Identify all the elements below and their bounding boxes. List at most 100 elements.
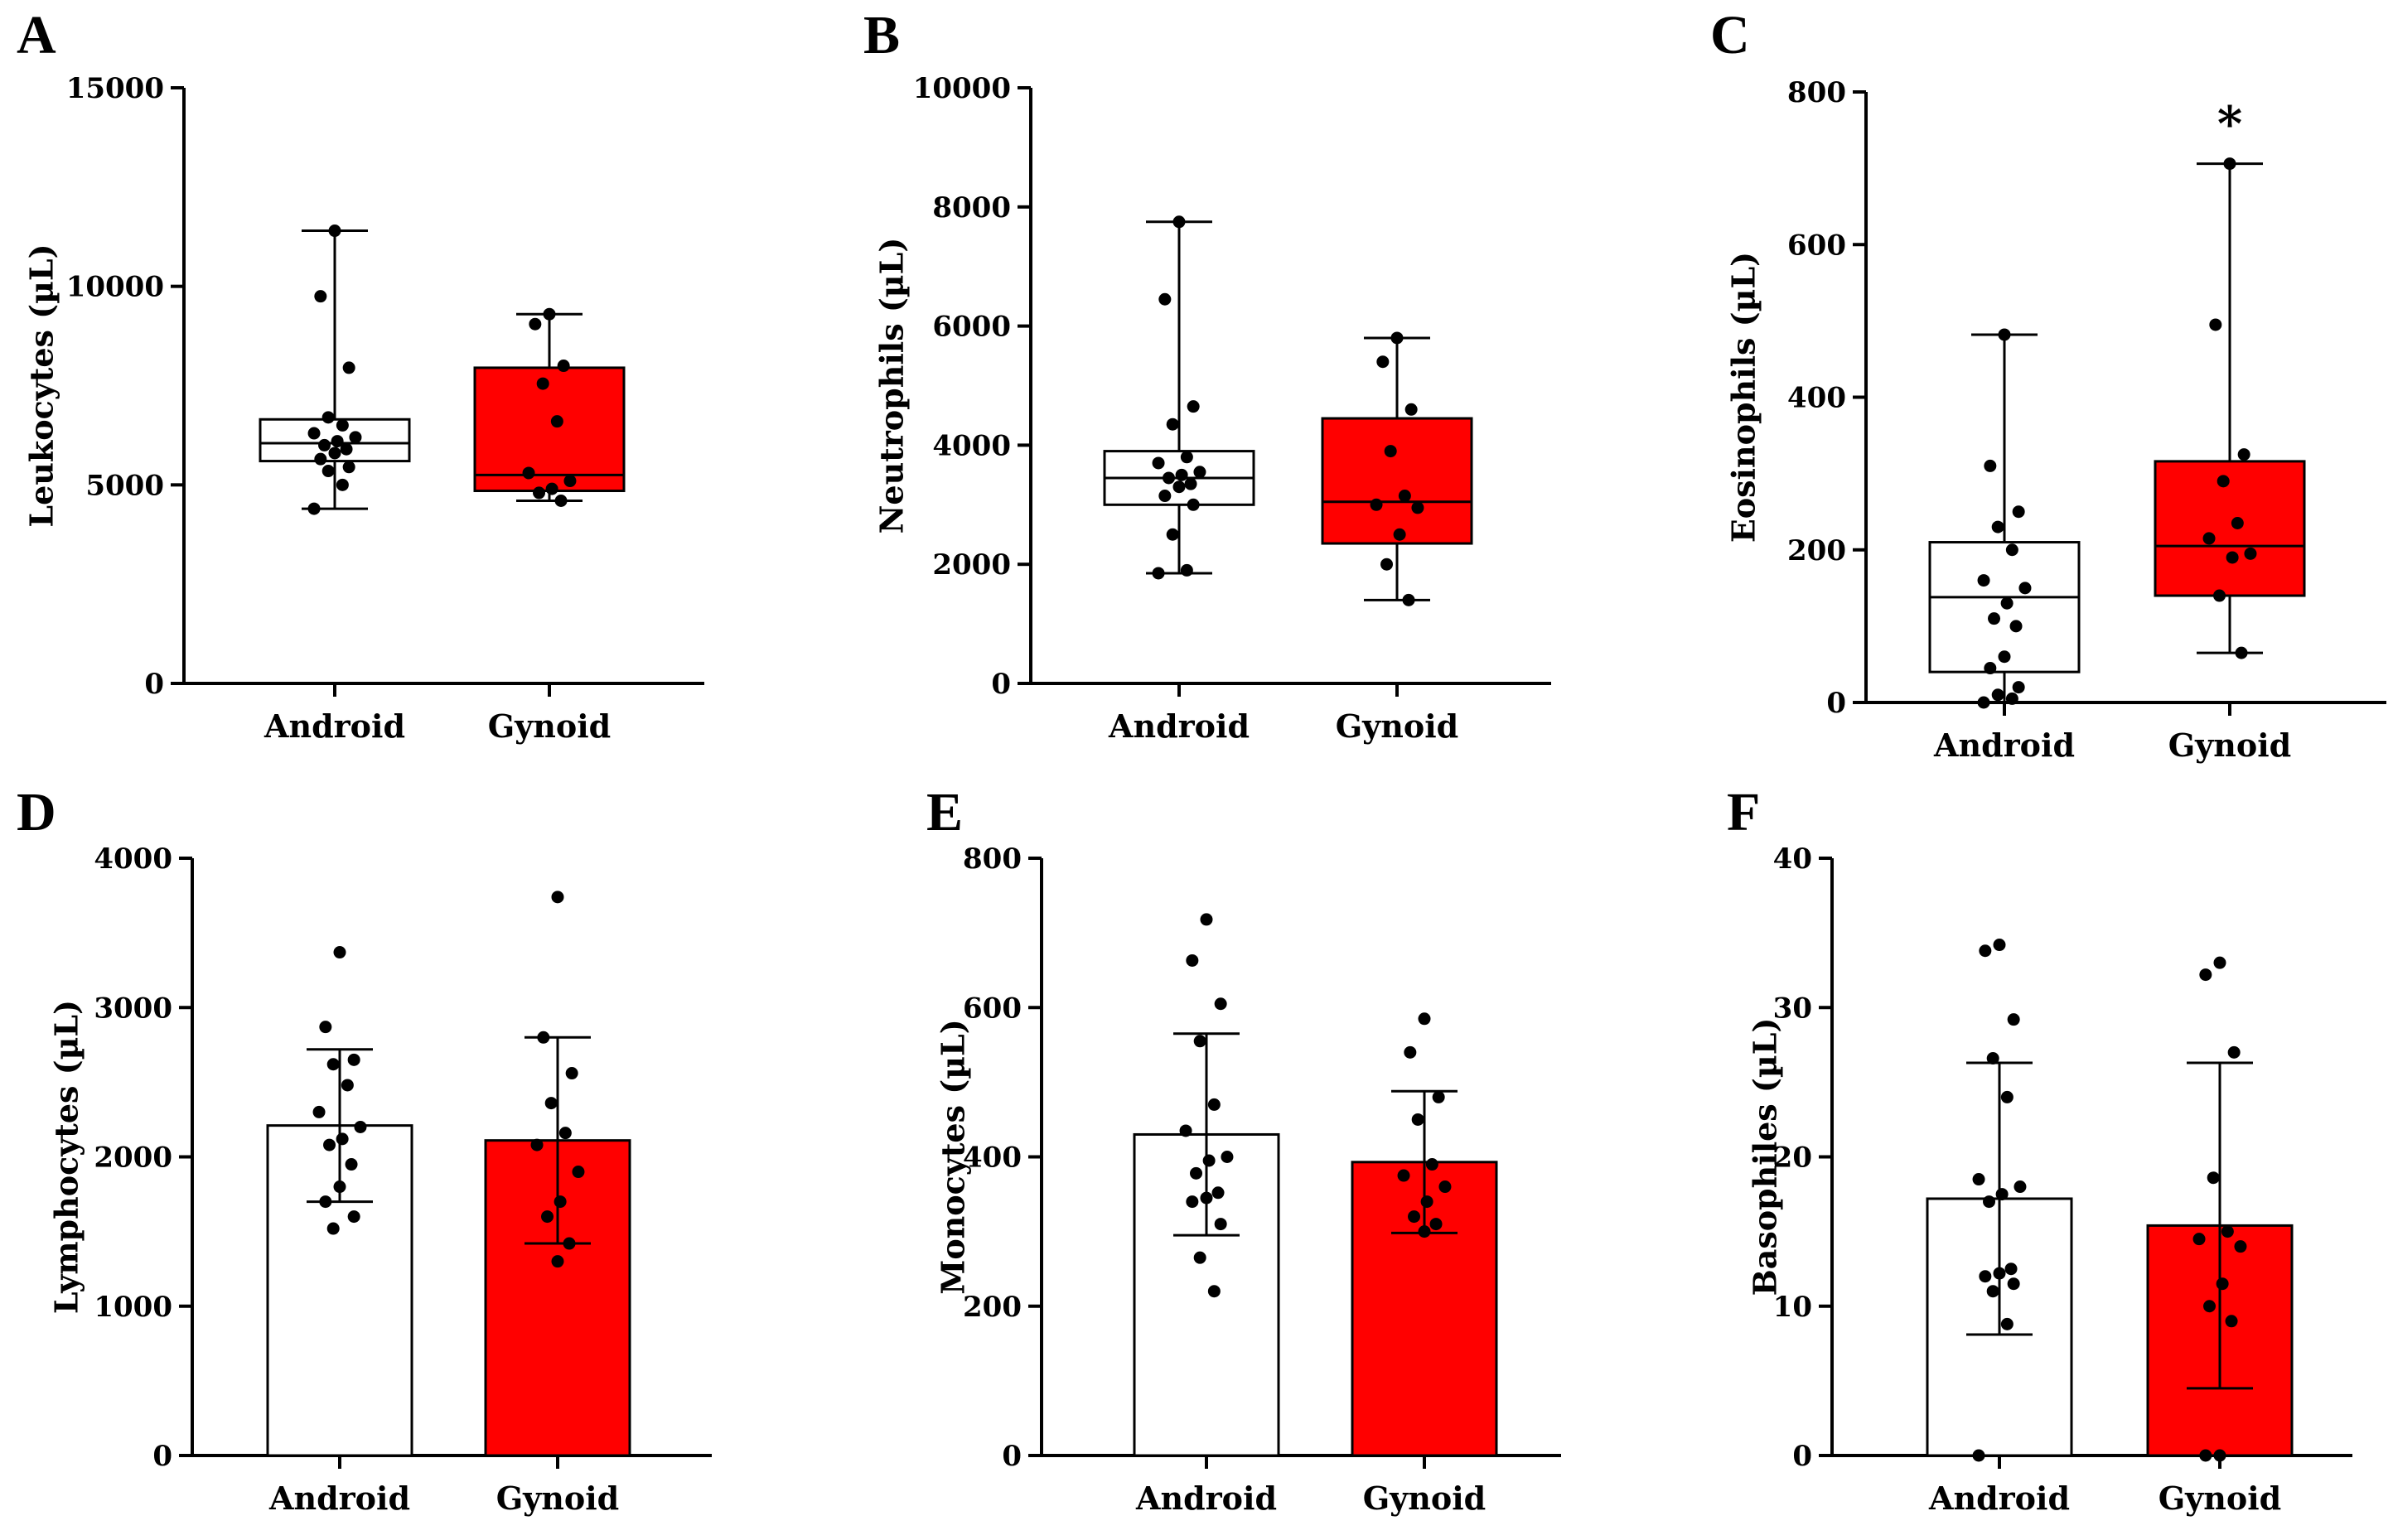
data-point	[336, 418, 349, 432]
data-point	[545, 482, 558, 495]
data-point	[1172, 480, 1186, 494]
data-point	[1152, 567, 1165, 580]
data-point	[536, 377, 549, 390]
y-tick-label: 2000	[94, 1142, 172, 1175]
data-point	[1404, 1045, 1417, 1059]
data-point	[1393, 528, 1406, 541]
data-point	[565, 1067, 578, 1080]
data-point	[1211, 1186, 1225, 1200]
data-point	[1986, 1285, 1999, 1298]
data-point	[1384, 445, 1397, 458]
data-point	[2007, 1277, 2020, 1291]
data-point	[345, 1158, 358, 1171]
data-point	[341, 1079, 354, 1092]
data-point	[2223, 157, 2236, 171]
data-point	[1995, 1188, 2009, 1201]
y-axis-title: Eosinophils (µL)	[1725, 252, 1762, 543]
y-tick-label: 200	[1787, 534, 1846, 567]
data-point	[321, 465, 335, 478]
data-point	[1163, 471, 1176, 485]
data-point	[2199, 968, 2212, 982]
data-point	[533, 486, 546, 500]
data-point	[1977, 696, 1990, 709]
data-point	[314, 290, 327, 303]
data-point	[1207, 1098, 1221, 1111]
y-tick-label: 0	[152, 1440, 172, 1473]
data-point	[314, 452, 327, 466]
panel-letter: F	[1727, 782, 1760, 842]
data-point	[2012, 681, 2025, 694]
data-point	[1214, 997, 1227, 1011]
y-tick-label: 30	[1773, 992, 1812, 1025]
data-point	[557, 360, 570, 373]
data-point	[529, 317, 542, 331]
data-point	[2014, 1180, 2027, 1194]
data-point	[1193, 1251, 1206, 1264]
data-point	[1166, 528, 1179, 541]
x-category-label: Android	[1135, 1480, 1277, 1517]
data-point	[1376, 355, 1390, 369]
data-point	[572, 1166, 585, 1179]
data-point	[2009, 620, 2023, 633]
data-point	[1988, 612, 2001, 625]
y-tick-label: 40	[1773, 842, 1812, 876]
data-point	[331, 435, 344, 448]
x-category-label: Android	[1928, 1480, 2070, 1517]
data-point	[333, 946, 346, 959]
panel-letter: B	[863, 5, 900, 65]
data-point	[1398, 490, 1411, 503]
data-point	[1184, 477, 1197, 490]
data-point	[2237, 448, 2250, 461]
panel-d: D 0 1000 2000 3000 4000 Lymphocytes (µL) Androi…	[17, 782, 712, 1517]
data-point	[1158, 292, 1172, 306]
data-point	[1993, 939, 2006, 952]
group-android	[1133, 913, 1280, 1457]
data-point	[1214, 1218, 1227, 1231]
data-point	[1187, 498, 1200, 511]
data-point	[1390, 331, 1404, 345]
data-point	[1979, 944, 1992, 958]
data-point	[1972, 1449, 1985, 1462]
data-point	[1418, 1012, 1431, 1026]
data-point	[530, 1138, 544, 1151]
data-point	[2226, 551, 2239, 564]
data-point	[2235, 646, 2248, 659]
data-point	[554, 1195, 567, 1209]
data-point	[1193, 1035, 1206, 1048]
data-point	[2213, 589, 2226, 602]
data-point	[1397, 1169, 1410, 1182]
group-android	[1926, 939, 2073, 1462]
data-point	[342, 461, 355, 474]
data-point	[1998, 650, 2011, 664]
y-tick-label: 0	[991, 668, 1011, 701]
x-category-label: Android	[1933, 727, 2075, 764]
data-point	[2217, 475, 2230, 488]
y-axis-title: Basophiles (µL)	[1747, 1018, 1784, 1296]
x-category-label: Android	[1108, 707, 1250, 745]
data-point	[522, 466, 535, 480]
data-point	[1186, 953, 1199, 967]
data-point	[349, 431, 362, 444]
box-iqr	[1928, 541, 2081, 673]
data-point	[328, 224, 341, 238]
data-point	[2004, 1262, 2018, 1276]
data-point	[551, 891, 564, 904]
panel-c: C 0 200 400 600 800 Eosinophils (µL) Android Gyn…	[1710, 5, 2386, 764]
data-point	[354, 1120, 367, 1133]
data-point	[319, 1021, 332, 1034]
y-tick-label: 20	[1773, 1142, 1812, 1175]
data-point	[1175, 468, 1188, 481]
data-point	[2000, 1317, 2014, 1330]
data-point	[2216, 1277, 2229, 1291]
data-point	[544, 1097, 558, 1110]
data-point	[1221, 1151, 1234, 1163]
group-gynoid	[484, 891, 631, 1457]
panel-e: E 0 200 400 600 800 Monocytes (µL) Android Gynoi…	[926, 782, 1561, 1517]
data-point	[2012, 505, 2025, 519]
box-iqr	[473, 366, 626, 493]
data-point	[1187, 400, 1200, 413]
data-point	[2213, 1449, 2226, 1462]
y-tick-label: 4000	[932, 429, 1011, 462]
panel-letter: D	[17, 782, 56, 842]
data-point	[2227, 1045, 2241, 1059]
